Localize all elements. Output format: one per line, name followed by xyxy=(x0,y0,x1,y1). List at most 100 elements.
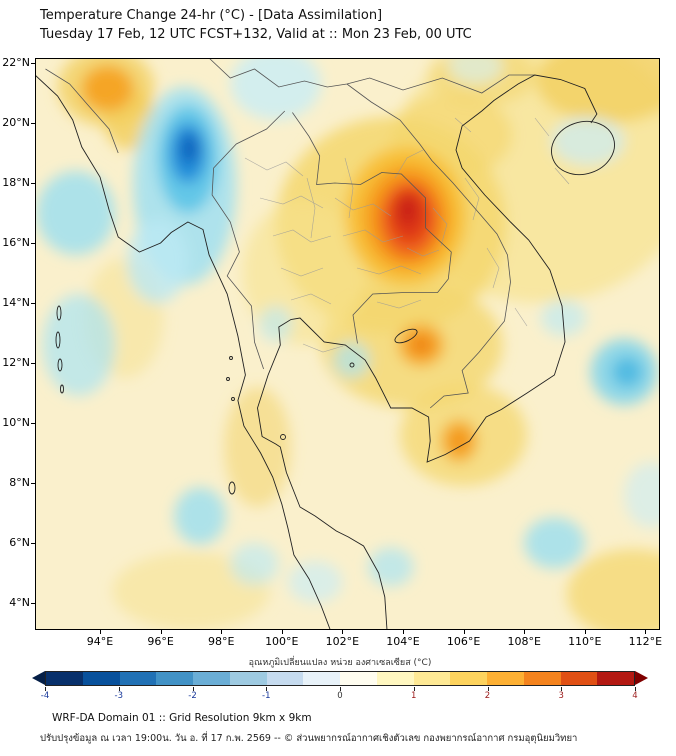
island-hainan xyxy=(551,120,615,176)
y-tick-label: 14°N xyxy=(2,296,30,309)
x-tick-mark xyxy=(221,630,223,634)
border-laos-vietnam-cambodia xyxy=(346,83,511,409)
x-tick-label: 106°E xyxy=(446,635,481,648)
temperature-anomaly-blob xyxy=(127,219,188,303)
colorbar-tick-mark xyxy=(413,687,415,691)
island-andaman xyxy=(55,331,61,349)
temperature-anomaly-blob xyxy=(566,549,660,630)
temperature-anomaly-blob xyxy=(448,58,503,84)
temperature-anomaly-blob xyxy=(174,487,226,545)
colorbar-right-arrow xyxy=(635,671,648,685)
temperature-anomaly-blob xyxy=(36,171,116,255)
map-title: Temperature Change 24-hr (°C) - [Data As… xyxy=(40,8,383,23)
colorbar-tick-mark xyxy=(635,687,636,691)
colorbar-tick-mark xyxy=(561,687,563,691)
temperature-anomaly-blob xyxy=(224,387,291,507)
x-tick-mark xyxy=(100,630,101,634)
colorbar-tick-label: -3 xyxy=(114,691,123,701)
temperature-anomaly-blob xyxy=(540,300,587,336)
temperature-anomaly-blob xyxy=(449,430,469,452)
colorbar-tick-label: -4 xyxy=(40,691,50,701)
map-frame-border xyxy=(35,58,660,630)
colorbar-tick-mark xyxy=(45,687,46,691)
x-tick-label: 110°E xyxy=(568,635,602,648)
x-tick-mark xyxy=(645,630,647,634)
colorbar-segment xyxy=(597,672,634,685)
colorbar-tick-label: 2 xyxy=(484,691,491,701)
colorbar-segment xyxy=(82,672,120,685)
colorbar-segment xyxy=(487,672,524,685)
coastline-gulf-vietnam xyxy=(257,74,598,630)
colorbar-segment xyxy=(193,672,230,685)
colorbar-segment xyxy=(303,672,340,685)
x-tick-mark xyxy=(403,630,404,634)
island-andaman xyxy=(57,358,63,372)
coastlines xyxy=(35,74,615,630)
island-nicobar xyxy=(60,384,64,394)
colorbar-tick-mark xyxy=(192,687,194,691)
colorbar-tick-label: -2 xyxy=(188,691,197,701)
temperature-anomaly-blob xyxy=(230,543,279,585)
temperature-anomaly-blob xyxy=(42,294,116,396)
y-tick-label: 18°N xyxy=(2,176,30,189)
map-subtitle: Tuesday 17 Feb, 12 UTC FCST+132, Valid a… xyxy=(40,27,472,42)
temperature-anomaly-blob xyxy=(624,462,660,528)
footer-update-info: ปรับปรุงข้อมูล ณ เวลา 19:00น. วัน อ. ที่… xyxy=(40,733,578,744)
x-tick-mark xyxy=(160,630,162,634)
colorbar-segment xyxy=(413,672,451,685)
island-phuket xyxy=(228,481,236,495)
temperature-anomaly-blob xyxy=(396,195,419,225)
colorbar-segment xyxy=(523,672,561,685)
temperature-anomaly-blob xyxy=(112,552,270,630)
x-tick-label: 94°E xyxy=(86,635,114,648)
colorbar-segment xyxy=(376,672,414,685)
x-tick-mark xyxy=(524,630,526,634)
country-borders xyxy=(45,58,535,409)
x-tick-mark xyxy=(463,630,465,634)
border-myanmar-india xyxy=(45,68,119,154)
border-thailand-laos-cambodia xyxy=(292,112,452,344)
colorbar xyxy=(45,671,635,686)
province-boundary-path xyxy=(244,157,344,353)
x-tick-mark xyxy=(584,630,586,634)
island-mergui xyxy=(229,356,233,360)
temperature-anomaly-blob xyxy=(81,66,134,111)
x-tick-label: 108°E xyxy=(507,635,541,648)
y-tick-label: 12°N xyxy=(2,356,30,369)
colorbar-left-arrow xyxy=(32,671,45,685)
temperature-anomaly-blob xyxy=(180,133,199,164)
colorbar-tick-label: 3 xyxy=(558,691,564,701)
colorbar-label: อุณหภูมิเปลี่ยนแปลง หน่วย องศาเซลเซียส (… xyxy=(248,658,432,668)
x-tick-label: 96°E xyxy=(147,635,174,648)
island-koh-chang xyxy=(349,362,355,368)
province-boundary-path xyxy=(334,149,448,309)
colorbar-tick-label: 0 xyxy=(337,691,343,701)
map-svg xyxy=(35,58,660,630)
colorbar-segment xyxy=(119,672,157,685)
x-tick-mark xyxy=(342,630,344,634)
colorbar-tick-label: -1 xyxy=(262,691,271,701)
temperature-anomaly-blob xyxy=(536,58,660,123)
y-tick-label: 10°N xyxy=(2,416,30,429)
y-tick-label: 20°N xyxy=(2,116,30,129)
lake-tonle-sap xyxy=(394,328,418,344)
y-tick-label: 16°N xyxy=(2,236,30,249)
temperature-anomaly-blob xyxy=(287,561,343,603)
y-tick-label: 4°N xyxy=(9,596,30,609)
colorbar-tick-mark xyxy=(266,687,268,691)
colorbar-tick-mark xyxy=(487,687,489,691)
temperature-anomaly-blob xyxy=(333,342,370,378)
colorbar-tick-mark xyxy=(340,687,341,691)
colorbar-tick-mark xyxy=(118,687,120,691)
temperature-anomaly-blob xyxy=(524,517,585,569)
island-mergui xyxy=(231,397,235,401)
y-tick-label: 22°N xyxy=(2,56,30,69)
x-tick-mark xyxy=(281,630,283,634)
border-china-north xyxy=(208,58,535,94)
map-plot-area xyxy=(35,58,660,630)
coastline-andaman xyxy=(35,74,331,630)
x-tick-label: 104°E xyxy=(386,635,420,648)
x-tick-label: 102°E xyxy=(325,635,360,648)
island-samui xyxy=(280,434,286,440)
colorbar-segment xyxy=(266,672,304,685)
